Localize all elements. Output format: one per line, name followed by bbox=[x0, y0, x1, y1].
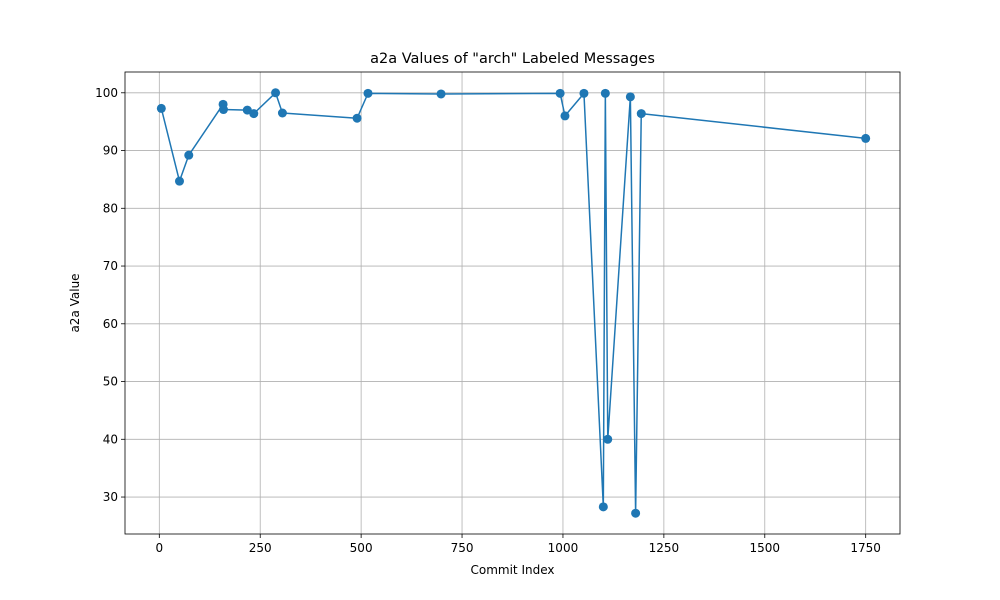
data-point bbox=[218, 105, 228, 115]
series-polyline bbox=[160, 92, 866, 514]
series-line bbox=[160, 92, 866, 514]
data-point bbox=[603, 434, 613, 444]
data-point bbox=[352, 113, 362, 123]
data-point bbox=[598, 502, 608, 512]
data-point bbox=[277, 108, 287, 118]
x-tick-label: 1250 bbox=[649, 541, 680, 555]
x-axis-label: Commit Index bbox=[471, 563, 555, 577]
y-tick-label: 80 bbox=[103, 201, 118, 215]
data-point bbox=[174, 176, 184, 186]
x-tick-label: 1750 bbox=[850, 541, 881, 555]
x-tick-label: 1000 bbox=[548, 541, 579, 555]
y-axis-label: a2a Value bbox=[68, 273, 82, 332]
y-tick-label: 50 bbox=[103, 375, 118, 389]
data-point bbox=[631, 508, 641, 518]
y-tick-label: 70 bbox=[103, 259, 118, 273]
x-tick-label: 500 bbox=[350, 541, 373, 555]
data-point bbox=[363, 88, 373, 98]
data-point bbox=[271, 88, 281, 98]
data-point bbox=[861, 133, 871, 143]
y-tick-label: 90 bbox=[103, 144, 118, 158]
x-tick-label: 0 bbox=[155, 541, 163, 555]
y-tick-label: 30 bbox=[103, 490, 118, 504]
data-point bbox=[249, 109, 259, 119]
grid-lines bbox=[125, 72, 900, 534]
x-tick-label: 250 bbox=[249, 541, 272, 555]
y-tick-label: 100 bbox=[95, 86, 118, 100]
x-tick-label: 750 bbox=[451, 541, 474, 555]
data-point bbox=[156, 103, 166, 113]
data-point bbox=[636, 109, 646, 119]
data-point bbox=[436, 89, 446, 99]
plot-frame bbox=[124, 71, 901, 535]
y-tick-label: 60 bbox=[103, 317, 118, 331]
data-point bbox=[555, 88, 565, 98]
data-point bbox=[579, 88, 589, 98]
data-points bbox=[156, 88, 871, 518]
y-axis-ticks: 30 40 50 60 70 80 90 100 bbox=[95, 86, 125, 504]
data-point bbox=[560, 111, 570, 121]
data-point bbox=[600, 88, 610, 98]
x-axis-ticks: 0 250 500 750 1000 1250 1500 1750 bbox=[155, 534, 881, 555]
chart-title: a2a Values of "arch" Labeled Messages bbox=[370, 51, 655, 67]
data-point bbox=[625, 92, 635, 102]
x-tick-label: 1500 bbox=[750, 541, 781, 555]
data-point bbox=[184, 150, 194, 160]
y-tick-label: 40 bbox=[103, 432, 118, 446]
